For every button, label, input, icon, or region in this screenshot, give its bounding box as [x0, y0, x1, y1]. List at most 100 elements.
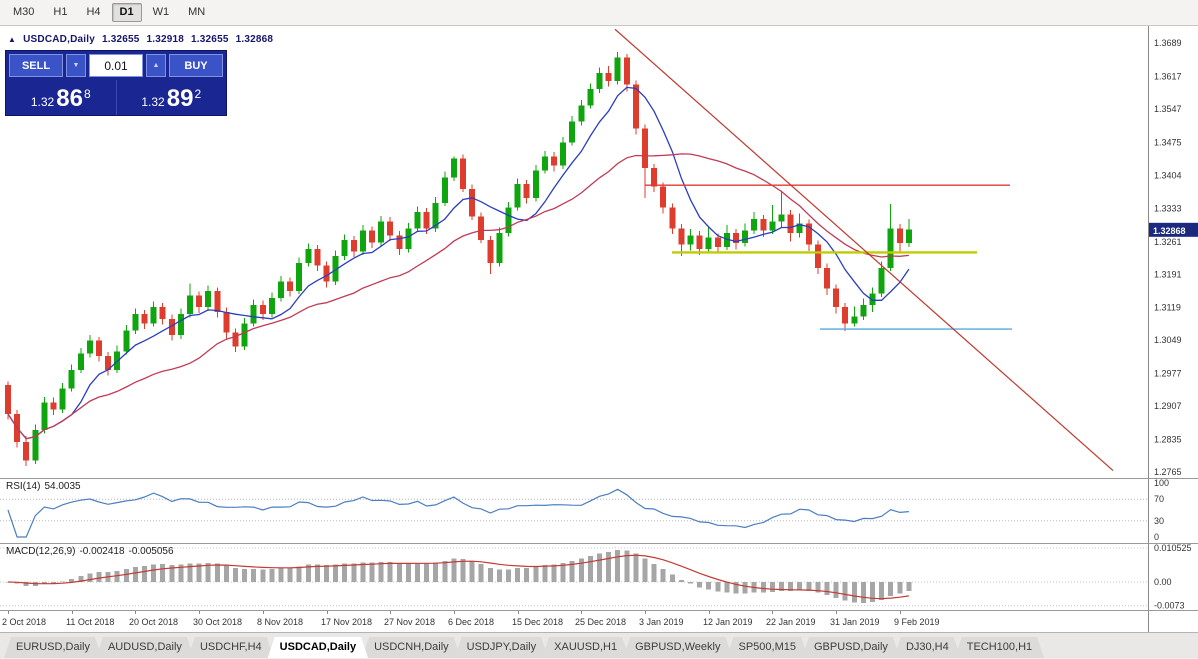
- svg-text:1.3404: 1.3404: [1154, 170, 1182, 180]
- timeframe-button-h4[interactable]: H4: [86, 6, 101, 18]
- chart-tab-xauusd-h1[interactable]: XAUUSD,H1: [542, 637, 629, 658]
- quote-high: 1.32918: [146, 34, 185, 45]
- rsi-label: RSI(14) 54.0035: [6, 481, 85, 492]
- quote-low: 1.32655: [191, 34, 229, 45]
- date-tick: [900, 611, 901, 614]
- svg-text:1.3119: 1.3119: [1154, 303, 1181, 313]
- date-axis-label: 11 Oct 2018: [66, 617, 115, 627]
- chart-window: 1.3689 1.3617 1.3547 1.3475 1.3404 1.3333 1.32…: [0, 26, 1198, 632]
- date-tick: [518, 611, 519, 614]
- volume-down-icon: ▼: [72, 62, 80, 69]
- rsi-indicator-chart[interactable]: 100 70 30 0: [0, 479, 1198, 543]
- chart-tab-usdjpy-daily[interactable]: USDJPY,Daily: [455, 637, 549, 658]
- date-tick: [709, 611, 710, 614]
- macd-label: MACD(12,26,9) -0.002418 -0.005056: [6, 546, 178, 557]
- chart-tab-dj30-h4[interactable]: DJ30,H4: [894, 637, 961, 658]
- buy-price-pip: 2: [194, 87, 202, 101]
- svg-text:1.2835: 1.2835: [1154, 434, 1182, 444]
- quote-symbol: USDCAD,Daily: [23, 34, 95, 45]
- date-tick: [135, 611, 136, 614]
- rsi-name: RSI(14): [6, 481, 41, 492]
- svg-text:100: 100: [1154, 479, 1169, 488]
- quote-close: 1.32868: [235, 34, 274, 45]
- macd-indicator-chart[interactable]: 0.010525 0.00 -0.0073: [0, 544, 1198, 610]
- timeframe-button-h1[interactable]: H1: [53, 6, 68, 18]
- volume-increase-button[interactable]: ▲: [146, 54, 166, 77]
- svg-text:0: 0: [1154, 532, 1159, 542]
- buy-button[interactable]: BUY: [169, 54, 223, 77]
- date-axis-label: 31 Jan 2019: [830, 617, 880, 627]
- trade-panel-toggle-icon[interactable]: ▲: [8, 35, 17, 44]
- date-axis-label: 9 Feb 2019: [894, 617, 940, 627]
- macd-pane: 0.010525 0.00 -0.0073 MACD(12,26,9) -0.0024…: [0, 544, 1198, 611]
- date-tick: [199, 611, 200, 614]
- svg-text:70: 70: [1154, 494, 1164, 504]
- ma-fast-line: [7, 86, 910, 440]
- date-tick: [263, 611, 264, 614]
- date-tick: [645, 611, 646, 614]
- date-axis-label: 22 Jan 2019: [766, 617, 816, 627]
- macd-axis: 0.010525 0.00 -0.0073: [1154, 544, 1192, 610]
- rsi-line: [7, 488, 909, 538]
- current-price-badge: 1.32868: [1149, 222, 1198, 237]
- ma-slow-line: [7, 153, 909, 440]
- svg-text:0.00: 0.00: [1154, 577, 1172, 587]
- chart-tab-usdchf-h4[interactable]: USDCHF,H4: [188, 637, 274, 658]
- svg-text:1.32868: 1.32868: [1153, 226, 1186, 236]
- macd-name: MACD(12,26,9): [6, 546, 76, 557]
- timeframe-toolbar: M30 H1 H4 D1 W1 MN: [0, 0, 1198, 26]
- svg-text:1.3475: 1.3475: [1154, 137, 1182, 147]
- chart-tab-gbpusd-daily[interactable]: GBPUSD,Daily: [802, 637, 900, 658]
- svg-text:1.2977: 1.2977: [1154, 369, 1182, 379]
- macd-signal-line: [7, 554, 909, 600]
- timeframe-button-m30[interactable]: M30: [13, 6, 35, 18]
- svg-text:-0.0073: -0.0073: [1154, 601, 1185, 610]
- timeframe-button-d1[interactable]: D1: [111, 3, 142, 22]
- date-axis-label: 8 Nov 2018: [257, 617, 304, 627]
- volume-up-icon: ▲: [152, 62, 160, 69]
- date-axis[interactable]: 2 Oct 2018 11 Oct 2018 20 Oct 2018 30 Oct 2…: [0, 611, 1198, 632]
- date-axis-label: 20 Oct 2018: [129, 617, 179, 627]
- date-axis-label: 27 Nov 2018: [384, 617, 436, 627]
- date-axis-label: 15 Dec 2018: [512, 617, 564, 627]
- chart-tab-usdcad-daily[interactable]: USDCAD,Daily: [268, 637, 368, 658]
- sell-button[interactable]: SELL: [9, 54, 63, 77]
- chart-tab-audusd-daily[interactable]: AUDUSD,Daily: [96, 637, 194, 658]
- date-tick: [581, 611, 582, 614]
- volume-input[interactable]: 0.01: [89, 54, 143, 77]
- chart-tab-sp500-m15[interactable]: SP500,M15: [726, 637, 807, 658]
- svg-text:0.010525: 0.010525: [1154, 544, 1192, 553]
- date-tick: [8, 611, 9, 614]
- svg-text:1.2765: 1.2765: [1154, 467, 1182, 477]
- timeframe-button-mn[interactable]: MN: [188, 6, 206, 18]
- chart-tab-usdcnh-daily[interactable]: USDCNH,Daily: [362, 637, 461, 658]
- svg-text:30: 30: [1154, 516, 1164, 526]
- chart-tab-tech100-h1[interactable]: TECH100,H1: [955, 637, 1044, 658]
- svg-text:1.2907: 1.2907: [1154, 401, 1182, 411]
- date-axis-label: 30 Oct 2018: [193, 617, 243, 627]
- date-tick: [454, 611, 455, 614]
- svg-text:1.3261: 1.3261: [1154, 237, 1182, 247]
- main-price-chart[interactable]: 1.3689 1.3617 1.3547 1.3475 1.3404 1.3333 1.32…: [0, 26, 1198, 478]
- svg-text:1.3191: 1.3191: [1154, 269, 1182, 279]
- date-tick: [836, 611, 837, 614]
- ohlc-quote-line: ▲ USDCAD,Daily 1.32655 1.32918 1.32655 1…: [8, 34, 277, 45]
- timeframe-button-w1[interactable]: W1: [152, 6, 170, 18]
- macd-main-value: -0.002418: [79, 546, 125, 557]
- sell-price-prefix: 1.32: [30, 95, 55, 110]
- date-axis-label: 25 Dec 2018: [575, 617, 627, 627]
- buy-price-prefix: 1.32: [141, 95, 165, 110]
- buy-price-display: 1.32 89 2: [115, 80, 227, 115]
- date-axis-label: 17 Nov 2018: [321, 617, 373, 627]
- rsi-axis: 100 70 30 0: [1154, 479, 1169, 542]
- chart-tab-gbpusd-weekly[interactable]: GBPUSD,Weekly: [623, 637, 732, 658]
- date-tick: [772, 611, 773, 614]
- buy-price-big: 89: [166, 85, 194, 113]
- descending-trendline[interactable]: [614, 28, 1114, 472]
- date-tick: [390, 611, 391, 614]
- chart-tab-bar: EURUSD,Daily AUDUSD,Daily USDCHF,H4 USDCAD,…: [0, 632, 1198, 658]
- sell-price-display: 1.32 86 8: [6, 80, 116, 115]
- chart-tab-eurusd-daily[interactable]: EURUSD,Daily: [4, 637, 102, 658]
- volume-decrease-button[interactable]: ▼: [66, 54, 86, 77]
- one-click-trade-panel: SELL ▼ 0.01 ▲ BUY 1.32 86 8 1.32 89 2: [5, 50, 227, 116]
